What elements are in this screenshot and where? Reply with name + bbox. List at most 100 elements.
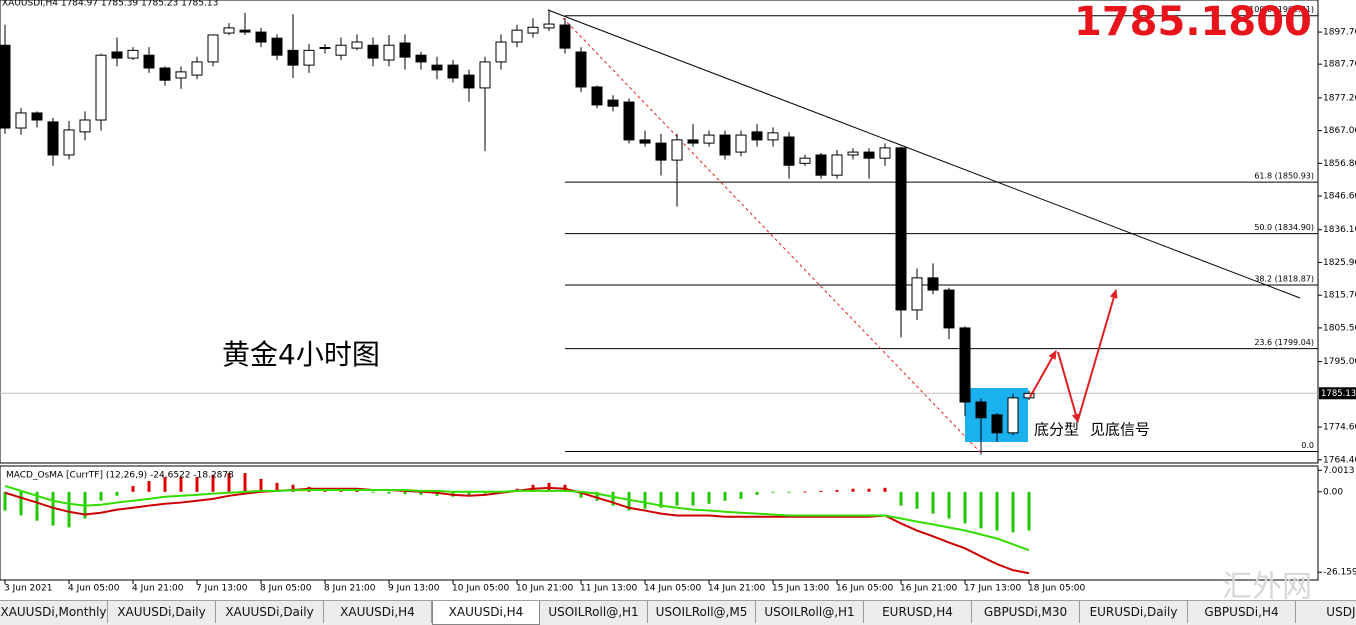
x-tick-label: 15 Jun 13:00 xyxy=(772,584,829,594)
tab[interactable]: GBPUSDi,M30 xyxy=(972,601,1080,623)
candle-body xyxy=(287,49,299,66)
candle-body xyxy=(95,54,107,121)
x-tick-label: 3 Jun 2021 xyxy=(4,584,52,594)
price-banner: 1785.1800 xyxy=(1074,0,1312,45)
candle-body xyxy=(159,67,171,81)
histogram-bar xyxy=(131,485,135,492)
histogram-bar xyxy=(899,491,903,506)
histogram-bar xyxy=(979,491,983,529)
candle-body xyxy=(399,42,411,58)
histogram-bar xyxy=(99,491,103,501)
macd xyxy=(3,473,1031,575)
histogram-bar xyxy=(355,490,359,492)
x-tick-label: 8 Jun 05:00 xyxy=(260,584,312,594)
y-tick-label: 1897.70 xyxy=(1323,28,1356,38)
y-tick-label: 1846.60 xyxy=(1323,192,1356,202)
candle-body xyxy=(511,29,523,43)
candle-body xyxy=(623,101,635,141)
candle-body xyxy=(127,49,139,59)
candle-body xyxy=(831,154,843,176)
histogram-bar xyxy=(35,491,39,521)
histogram-bar xyxy=(723,491,727,501)
fib-label: 61.8 (1850.93) xyxy=(1254,172,1314,181)
macd-panel xyxy=(0,465,1319,581)
candle-body xyxy=(863,151,875,159)
tab[interactable]: USOILRoll@,M5 xyxy=(648,601,756,623)
candle-body xyxy=(815,154,827,176)
x-tick-label: 8 Jun 21:00 xyxy=(324,584,376,594)
tab[interactable]: USOILRoll@,H1 xyxy=(756,601,864,623)
tab[interactable]: USDJPYi xyxy=(1296,601,1356,623)
fib-levels: 100.0 (1902.81) 61.8 (1850.93) 50.0 (1834.… xyxy=(0,5,1318,453)
candle-body xyxy=(527,26,539,34)
candle-body xyxy=(223,27,235,34)
candle-body xyxy=(47,121,59,156)
candle-body xyxy=(303,49,315,66)
histogram-bar xyxy=(19,491,23,516)
histogram-bar xyxy=(803,491,807,493)
y-tick-label: 1877.20 xyxy=(1323,93,1356,103)
histogram-bar xyxy=(1011,491,1015,533)
x-tick-label: 4 Jun 05:00 xyxy=(68,584,120,594)
tab[interactable]: XAUUSDi,Daily xyxy=(108,601,216,623)
candle-body xyxy=(591,86,603,106)
last-price-box xyxy=(1319,387,1356,400)
candle-body xyxy=(0,44,11,129)
histogram-bar xyxy=(643,491,647,509)
candle-body xyxy=(799,157,811,164)
candle-body xyxy=(383,44,395,61)
y-tick-label: 1805.50 xyxy=(1323,323,1356,333)
fib-label: 0.0 xyxy=(1301,441,1314,450)
candle-body xyxy=(207,34,219,63)
tab[interactable]: USOILRoll@,H1 xyxy=(540,601,648,623)
tab[interactable]: XAUUSDi,H4 xyxy=(324,601,432,623)
x-tick-label: 10 Jun 05:00 xyxy=(452,584,509,594)
histogram-bar xyxy=(611,491,615,506)
y-tick-label: 0.00 xyxy=(1323,487,1343,497)
candle-body xyxy=(271,37,283,56)
candle-body xyxy=(175,71,187,79)
histogram-bar xyxy=(787,491,791,493)
trend-line xyxy=(547,9,1301,299)
chart-label: 黄金4小时图 xyxy=(222,338,380,371)
candle-body xyxy=(191,61,203,76)
histogram-bar xyxy=(179,477,183,492)
histogram-bar xyxy=(67,491,71,528)
x-tick-label: 4 Jun 21:00 xyxy=(132,584,184,594)
candle-body xyxy=(943,289,955,329)
candle-body xyxy=(415,54,427,63)
signal-label: 见底信号 xyxy=(1090,421,1150,439)
x-tick-label: 7 Jun 13:00 xyxy=(196,584,248,594)
tab[interactable]: XAUUSDi,H4 xyxy=(432,601,540,625)
candle-body xyxy=(719,134,731,156)
histogram-bar xyxy=(739,491,743,499)
tab[interactable]: XAUUSDi,Daily xyxy=(216,601,324,623)
histogram-bar xyxy=(275,482,279,492)
histogram-bar xyxy=(147,481,151,492)
histogram-bar xyxy=(211,474,215,492)
fib-label: 23.6 (1799.04) xyxy=(1254,338,1314,347)
tab[interactable]: EURUSD,H4 xyxy=(864,601,972,623)
arrow xyxy=(1077,289,1118,421)
candle-body xyxy=(543,23,555,29)
candle-body xyxy=(879,147,891,159)
y-tick-label: 1867.00 xyxy=(1323,126,1356,136)
x-tick-label: 17 Jun 13:00 xyxy=(964,584,1021,594)
histogram-bar xyxy=(115,491,119,496)
candle-body xyxy=(31,112,43,121)
y-tick-label: 7.0013 xyxy=(1323,466,1355,476)
histogram-bar xyxy=(883,487,887,492)
candle-body xyxy=(911,277,923,311)
x-tick-label: 14 Jun 21:00 xyxy=(708,584,765,594)
x-tick-label: 11 Jun 13:00 xyxy=(580,584,637,594)
histogram-bar xyxy=(579,491,583,498)
tab[interactable]: XAUUSDi,Monthly xyxy=(0,601,108,623)
histogram-bar xyxy=(419,491,423,495)
histogram-bar xyxy=(163,477,167,492)
fib-label: 38.2 (1818.87) xyxy=(1254,275,1314,284)
tab[interactable]: EURUSDi,Daily xyxy=(1080,601,1188,623)
candle-body xyxy=(735,134,747,153)
price-panel xyxy=(0,0,1319,464)
tab[interactable]: GBPUSDi,H4 xyxy=(1188,601,1296,623)
